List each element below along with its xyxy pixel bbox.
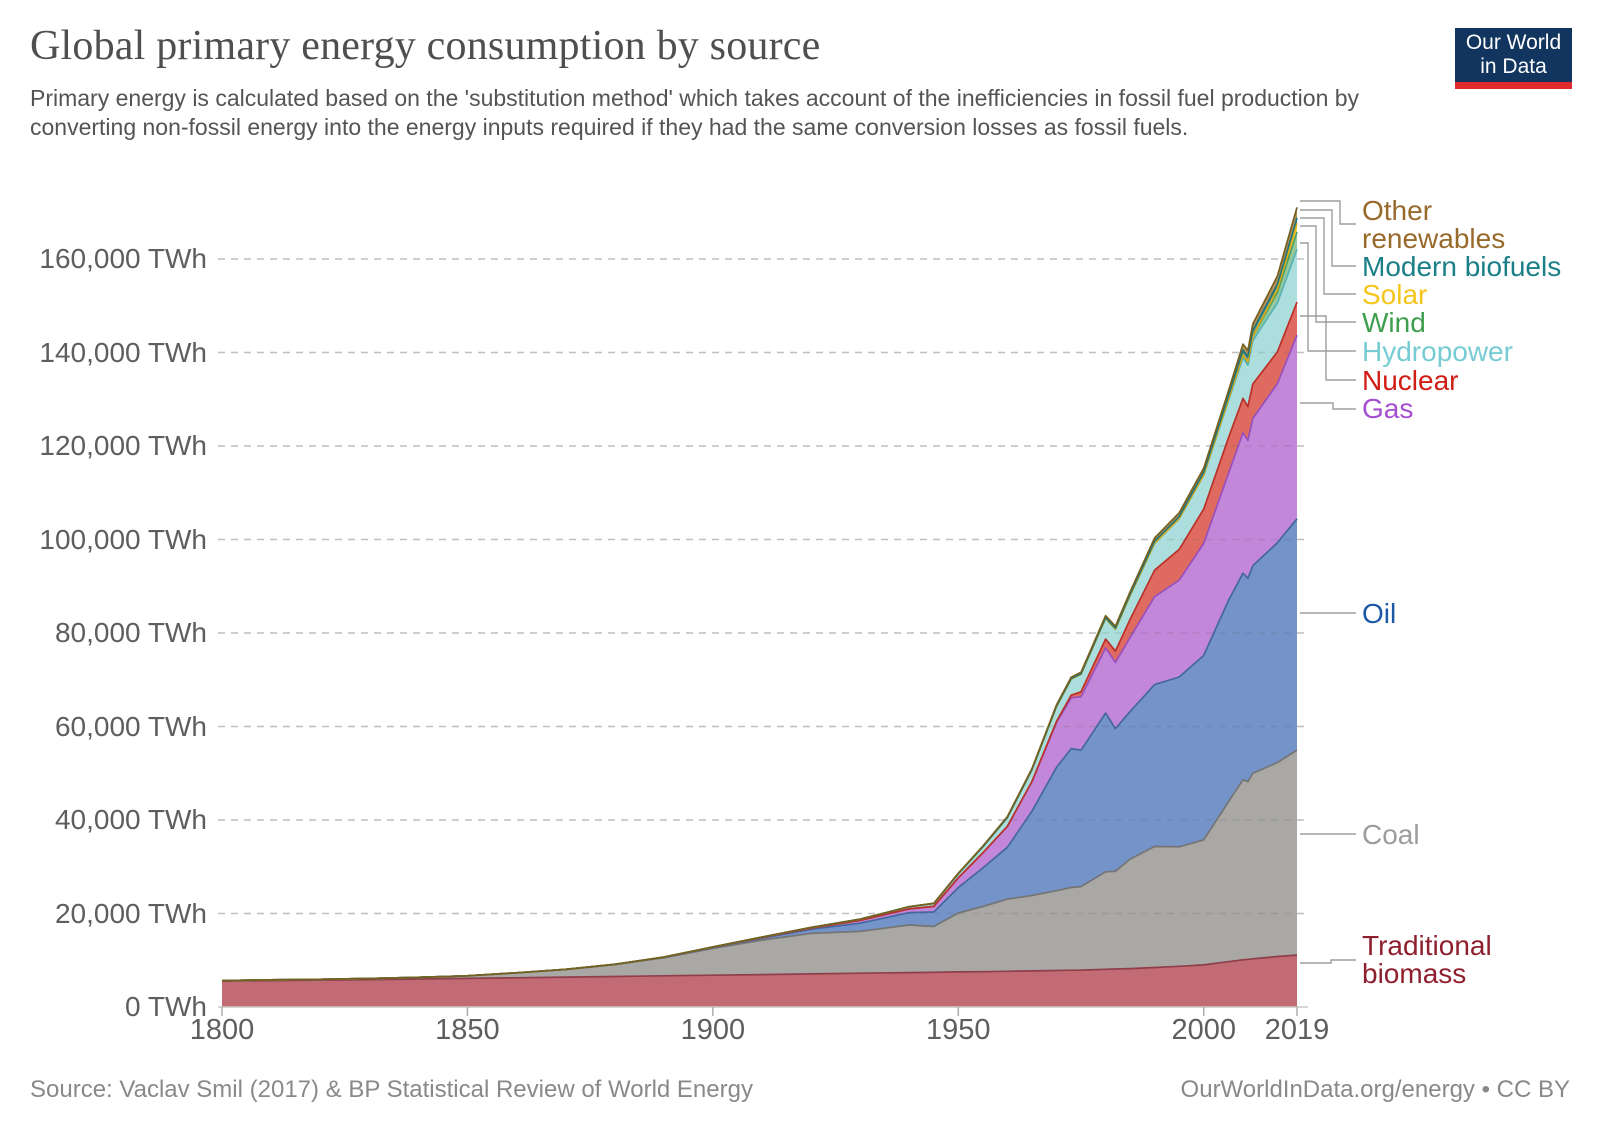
legend-connector-solar (1300, 217, 1356, 295)
area-oil (222, 518, 1297, 981)
y-axis-label: 160,000 TWh (39, 243, 207, 274)
owid-logo-line1: Our World (1465, 31, 1562, 54)
page-subtitle: Primary energy is calculated based on th… (30, 85, 1360, 140)
y-axis-label: 140,000 TWh (39, 336, 207, 368)
legend-connector-nuclear (1300, 315, 1356, 381)
y-axis-label: 20,000 TWh (54, 897, 207, 929)
y-axis-label: 40,000 TWh (54, 804, 207, 835)
legend-connector-traditional_biomass (1300, 959, 1356, 964)
license-note: OurWorldInData.org/energy • CC BY (1180, 1076, 1570, 1103)
legend-label-traditional_biomass: Traditional biomass (1362, 930, 1492, 989)
owid-logo: Our World in Data (1455, 28, 1572, 89)
legend-connector-modern_biofuels (1300, 209, 1356, 267)
x-axis-label: 1850 (435, 1014, 500, 1046)
area-coal (222, 750, 1297, 981)
legend-label-wind: Wind (1362, 307, 1426, 338)
x-axis-label: 1950 (926, 1014, 991, 1046)
legend-label-modern_biofuels: Modern biofuels (1362, 251, 1562, 282)
x-axis-label: 1800 (189, 1014, 255, 1046)
x-axis-label: 2019 (1264, 1014, 1330, 1046)
x-axis-label: 1900 (680, 1014, 746, 1046)
legend-label-solar: Solar (1362, 279, 1428, 310)
x-axis-label: 2000 (1171, 1014, 1236, 1046)
y-axis-label: 60,000 TWh (54, 710, 207, 742)
y-axis-label: 0 TWh (125, 991, 207, 1022)
y-axis-label: 80,000 TWh (54, 617, 207, 648)
legend-label-other_renewables: Other renewables (1362, 195, 1506, 254)
legend-label-oil: Oil (1362, 598, 1397, 629)
legend-connector-other_renewables (1300, 200, 1356, 225)
legend-label-gas: Gas (1362, 393, 1414, 424)
page-title: Global primary energy consumption by sou… (30, 23, 821, 69)
legend-label-hydropower: Hydropower (1362, 336, 1513, 367)
legend-label-nuclear: Nuclear (1362, 365, 1459, 396)
y-axis-label: 100,000 TWh (39, 523, 207, 555)
legend-label-coal: Coal (1362, 819, 1420, 850)
legend-connector-wind (1300, 225, 1356, 323)
source-note: Source: Vaclav Smil (2017) & BP Statisti… (30, 1076, 753, 1103)
owid-logo-line2: in Data (1480, 55, 1547, 78)
legend-connector-hydropower (1300, 242, 1356, 352)
area-top-edge-other_renewables (221, 207, 1298, 982)
y-axis-label: 120,000 TWh (39, 430, 207, 461)
area-traditional_biomass (222, 955, 1297, 1007)
area-top-edge-traditional_biomass (221, 954, 1298, 982)
legend-connector-gas (1300, 402, 1356, 410)
